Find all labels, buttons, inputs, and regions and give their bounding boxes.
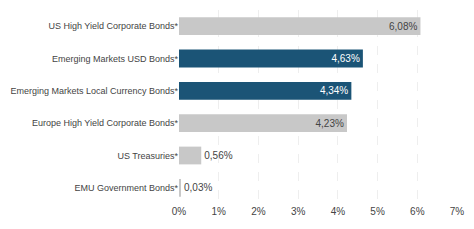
svg-text:6,08%: 6,08% <box>389 21 417 32</box>
svg-text:7%: 7% <box>450 206 465 217</box>
svg-text:2%: 2% <box>251 206 266 217</box>
svg-text:4,23%: 4,23% <box>316 118 344 129</box>
svg-text:5%: 5% <box>370 206 385 217</box>
svg-text:US Treasuries*: US Treasuries* <box>117 151 178 161</box>
svg-text:4,63%: 4,63% <box>331 53 359 64</box>
svg-text:0%: 0% <box>172 206 187 217</box>
svg-text:4%: 4% <box>331 206 346 217</box>
svg-text:6%: 6% <box>410 206 425 217</box>
svg-text:Emerging Markets Local Currenc: Emerging Markets Local Currency Bonds* <box>10 86 178 96</box>
svg-text:EMU Government Bonds*: EMU Government Bonds* <box>74 183 178 193</box>
svg-text:0,03%: 0,03% <box>184 182 212 193</box>
svg-text:0,56%: 0,56% <box>204 150 232 161</box>
svg-text:Europe High Yield Corporate Bo: Europe High Yield Corporate Bonds* <box>32 118 179 128</box>
svg-text:1%: 1% <box>211 206 226 217</box>
svg-text:US High Yield Corporate Bonds*: US High Yield Corporate Bonds* <box>48 21 178 31</box>
svg-text:3%: 3% <box>291 206 306 217</box>
svg-text:Emerging Markets USD Bonds*: Emerging Markets USD Bonds* <box>52 54 179 64</box>
svg-text:4,34%: 4,34% <box>320 85 348 96</box>
